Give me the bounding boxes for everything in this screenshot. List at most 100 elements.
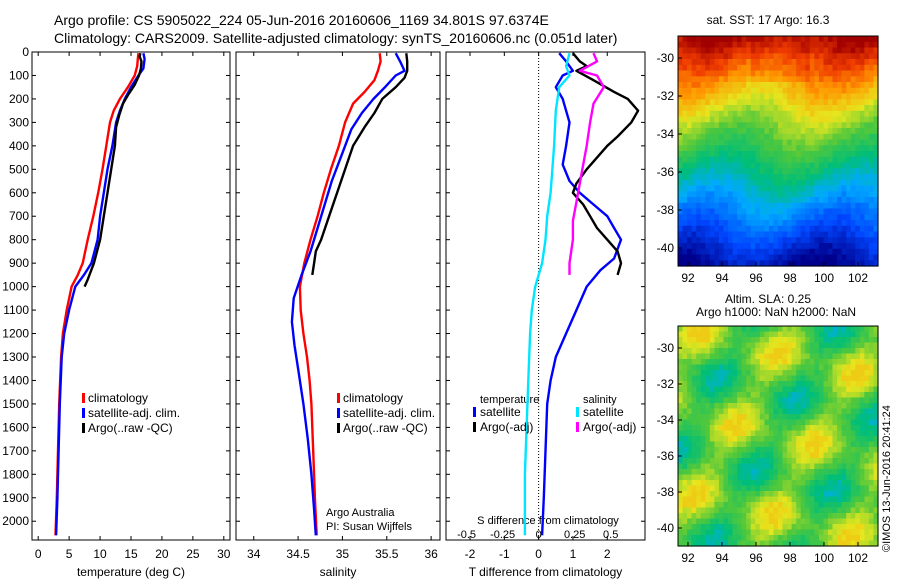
map-cell [796, 370, 802, 377]
map-cell [705, 87, 711, 95]
map-cell [818, 162, 824, 169]
map-cell [682, 469, 688, 476]
map-cell [773, 331, 779, 338]
map-cell [864, 326, 870, 333]
map-cell [764, 436, 770, 443]
map-cell [764, 59, 770, 66]
map-cell [805, 237, 811, 244]
map-cell [809, 185, 815, 192]
map-cell [823, 386, 829, 393]
map-cell [723, 485, 729, 492]
map-cell [709, 386, 715, 393]
map-cell [696, 87, 702, 95]
map-cell [768, 116, 774, 123]
map-cell [746, 507, 752, 514]
map-cell [850, 139, 856, 146]
map-cell [864, 331, 870, 338]
map-cell [714, 469, 720, 476]
map-cell [782, 342, 788, 349]
map-cell [796, 133, 802, 141]
map-cell [855, 93, 861, 100]
map-cell [823, 540, 829, 547]
map-cell [714, 87, 720, 95]
map-cell [814, 370, 820, 377]
map-cell [828, 254, 834, 261]
map-cell [818, 513, 824, 520]
map-cell [759, 513, 765, 520]
map-cell [814, 254, 820, 261]
map-cell [796, 110, 802, 118]
map-cell [746, 231, 752, 238]
map-cell [678, 370, 684, 377]
map-cell [787, 507, 793, 514]
map-cell [728, 513, 734, 520]
map-cell [846, 174, 852, 181]
map-cell [782, 110, 788, 118]
map-cell [691, 469, 697, 476]
map-cell [850, 337, 856, 344]
map-cell [864, 392, 870, 399]
map-cell [759, 524, 765, 531]
map-cell [737, 469, 743, 476]
map-cell [814, 139, 820, 146]
map-cell [728, 436, 734, 443]
map-cell [678, 231, 684, 238]
map-cell [709, 353, 715, 360]
map-cell [796, 260, 802, 267]
map-cell [828, 243, 834, 250]
map-cell [696, 99, 702, 106]
map-cell [814, 76, 820, 83]
map-cell [809, 145, 815, 152]
map-cell [714, 122, 720, 129]
map-cell [805, 507, 811, 514]
map-cell [732, 82, 738, 89]
map-cell [796, 507, 802, 514]
map-cell [732, 197, 738, 204]
map-cell [855, 174, 861, 181]
map-cell [809, 93, 815, 100]
map-cell [864, 441, 870, 448]
map-cell [841, 463, 847, 470]
map-cell [823, 82, 829, 89]
map-cell [723, 93, 729, 100]
map-cell [691, 133, 697, 141]
map-cell [864, 469, 870, 476]
map-cell [723, 99, 729, 106]
map-cell [746, 337, 752, 344]
map-cell [678, 133, 684, 141]
map-cell [864, 156, 870, 164]
map-cell [805, 535, 811, 542]
map-cell [782, 381, 788, 388]
map-cell [837, 370, 843, 377]
map-cell [778, 105, 784, 112]
map-cell [773, 364, 779, 371]
map-cell [682, 99, 688, 106]
map-cell [791, 237, 797, 244]
map-cell [746, 502, 752, 509]
map-cell [723, 105, 729, 112]
map-cell [846, 64, 852, 72]
map-cell [855, 133, 861, 141]
map-cell [859, 156, 865, 164]
map-cell [773, 41, 779, 49]
map-cell [691, 122, 697, 129]
map-cell [678, 162, 684, 169]
map-cell [746, 248, 752, 256]
map-cell [828, 59, 834, 66]
map-cell [682, 430, 688, 437]
map-cell [837, 458, 843, 465]
map-cell [837, 430, 843, 437]
map-cell [837, 197, 843, 204]
map-cell [709, 502, 715, 509]
map-cell [737, 105, 743, 112]
map-cell [787, 168, 793, 175]
map-cell [682, 485, 688, 492]
map-cell [809, 41, 815, 49]
map-cell [723, 202, 729, 210]
map-cell [841, 156, 847, 164]
map-cell [787, 386, 793, 393]
map-cell [714, 59, 720, 66]
map-cell [728, 110, 734, 118]
map-cell [723, 110, 729, 118]
map-cell [728, 485, 734, 492]
